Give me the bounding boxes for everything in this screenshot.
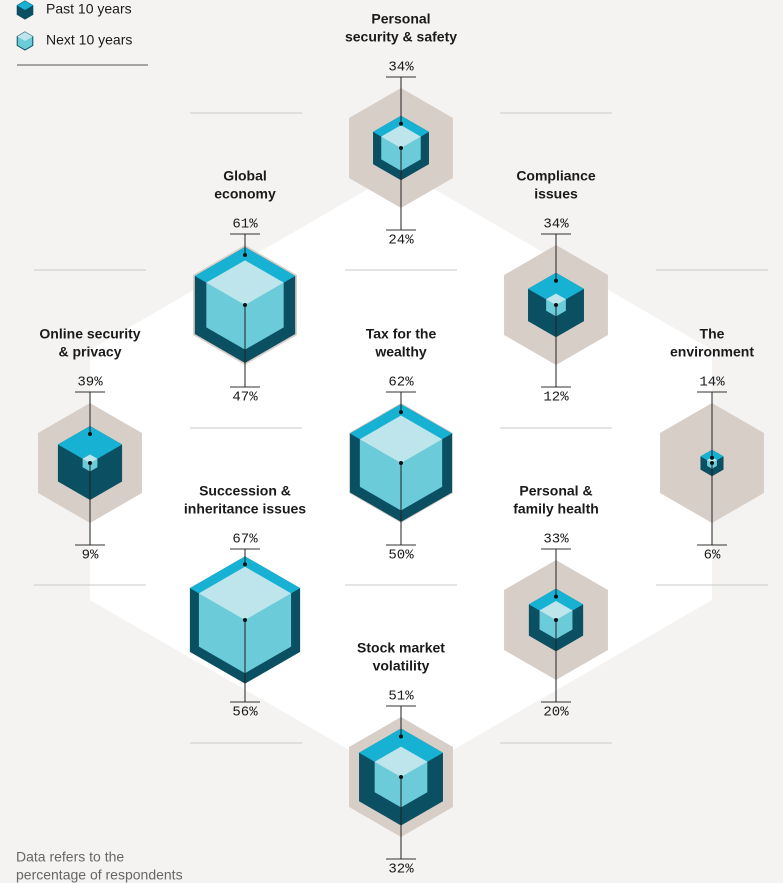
past-value-label: 33% <box>543 532 569 548</box>
next-value-label: 56% <box>232 705 258 721</box>
leader-dot <box>399 121 403 126</box>
next-value-label: 24% <box>388 233 414 249</box>
past-value-label: 67% <box>232 532 258 548</box>
next-value-label: 9% <box>82 548 99 564</box>
legend-icon-top <box>17 1 33 10</box>
next-value-label: 6% <box>704 548 721 564</box>
past-value-label: 34% <box>388 60 414 76</box>
leader-dot <box>243 303 247 307</box>
past-value-label: 34% <box>543 217 569 233</box>
next-value-label: 47% <box>232 390 258 406</box>
category-label: issues <box>534 186 578 202</box>
past-value-label: 14% <box>699 375 725 391</box>
past-cube-top <box>57 425 123 463</box>
category-label: Succession & <box>199 483 291 499</box>
category-label: Personal <box>371 11 430 27</box>
leader-dot <box>243 253 247 258</box>
next-value-label: 12% <box>543 390 569 406</box>
leader-dot <box>710 455 714 460</box>
legend-label: Next 10 years <box>46 32 132 48</box>
category-label: security & safety <box>345 29 457 45</box>
category-label: Tax for the <box>366 326 437 342</box>
next-value-label: 50% <box>388 548 414 564</box>
past-value-label: 61% <box>232 217 258 233</box>
category-label: & privacy <box>58 344 121 360</box>
next-cube-top <box>206 260 284 305</box>
past-value-label: 51% <box>388 689 414 705</box>
leader-dot <box>554 278 558 283</box>
next-cube-top <box>82 454 98 463</box>
note: percentage of respondents <box>16 867 183 883</box>
next-cube-top <box>546 293 566 305</box>
next-value-label: 32% <box>388 862 414 878</box>
leader-dot <box>554 594 558 599</box>
past-value-label: 62% <box>388 375 414 391</box>
next-value-label: 20% <box>543 705 569 721</box>
leader-dot <box>554 303 558 307</box>
leader-dot <box>243 562 247 567</box>
category-label: Compliance <box>516 168 596 184</box>
next-cube-top <box>374 746 428 777</box>
next-cube-top <box>198 566 292 620</box>
category-label: volatility <box>373 658 430 674</box>
leader-dot <box>243 618 247 622</box>
category-label: family health <box>513 501 599 517</box>
category-label: The <box>700 326 725 342</box>
note: Data refers to the <box>16 849 124 865</box>
leader-dot <box>88 431 92 436</box>
leader-dot <box>710 461 714 465</box>
leader-dot <box>399 775 403 779</box>
legend-label: Past 10 years <box>46 1 132 17</box>
leader-dot <box>399 461 403 465</box>
category-label: environment <box>670 344 754 360</box>
next-cube-top <box>539 601 573 620</box>
category-label: wealthy <box>374 344 427 360</box>
category-label: Online security <box>39 326 140 342</box>
leader-dot <box>399 734 403 739</box>
leader-dot <box>399 146 403 150</box>
category-label: Global <box>223 168 267 184</box>
category-label: economy <box>214 186 276 202</box>
leader-dot <box>554 618 558 622</box>
legend-icon-top <box>17 32 33 41</box>
category-label: Stock market <box>357 640 445 656</box>
past-cube-top <box>528 272 584 305</box>
category-label: Personal & <box>519 483 592 499</box>
past-value-label: 39% <box>77 375 103 391</box>
category-label: inheritance issues <box>184 501 306 517</box>
leader-dot <box>88 461 92 465</box>
next-cube-top <box>381 125 421 148</box>
next-cube-top <box>359 415 443 463</box>
next-cube-top <box>707 457 717 463</box>
leader-dot <box>399 410 403 415</box>
decor-lines <box>34 112 768 744</box>
